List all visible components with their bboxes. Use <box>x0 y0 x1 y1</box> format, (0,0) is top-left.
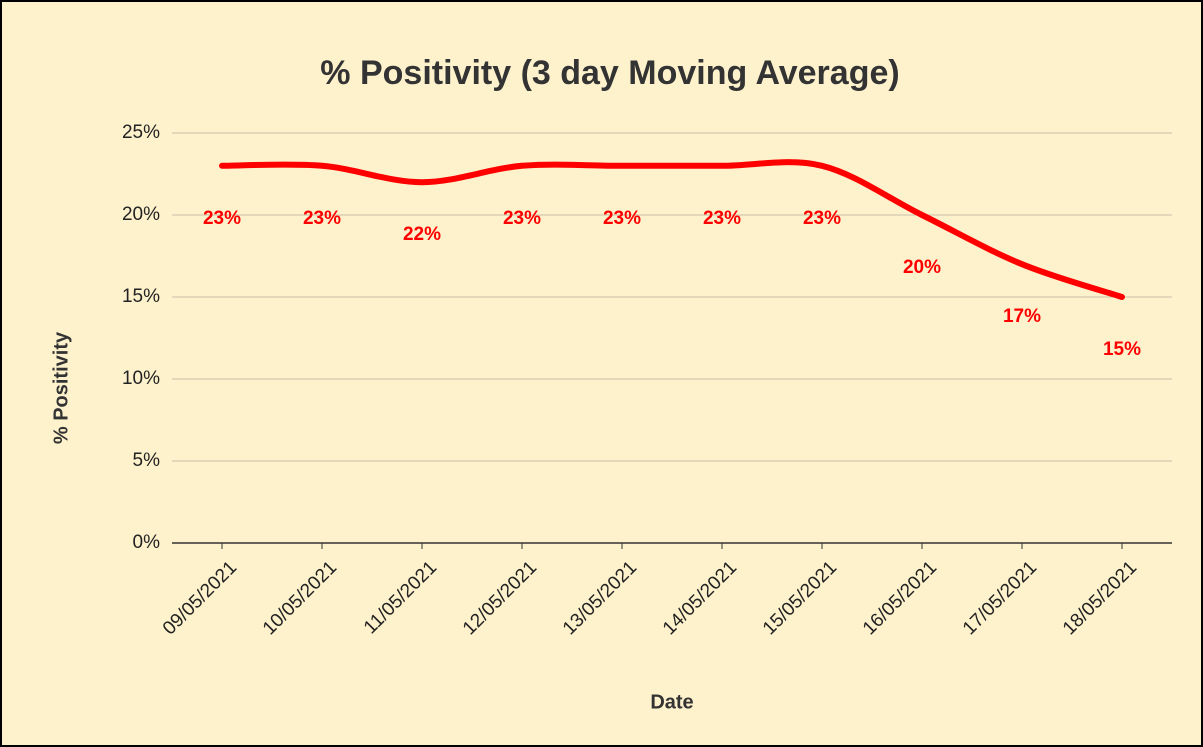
data-label: 20% <box>903 257 941 278</box>
x-axis-title: Date <box>650 691 693 713</box>
data-label: 22% <box>403 224 441 245</box>
data-label: 23% <box>803 208 841 229</box>
y-tick-label: 10% <box>122 368 160 389</box>
data-label: 17% <box>1003 306 1041 327</box>
data-label: 15% <box>1103 339 1141 360</box>
y-tick-label: 20% <box>122 204 160 225</box>
data-label: 23% <box>303 208 341 229</box>
y-tick-label: 0% <box>133 532 161 553</box>
y-tick-label: 15% <box>122 286 160 307</box>
line <box>219 159 1125 300</box>
y-tick-label: 5% <box>133 450 161 471</box>
chart-title: % Positivity (3 day Moving Average) <box>320 54 899 92</box>
data-label: 23% <box>703 208 741 229</box>
y-tick-label: 25% <box>122 122 160 143</box>
data-label: 23% <box>603 208 641 229</box>
data-label: 23% <box>503 208 541 229</box>
y-axis-title: % Positivity <box>50 331 72 444</box>
data-label: 23% <box>203 208 241 229</box>
